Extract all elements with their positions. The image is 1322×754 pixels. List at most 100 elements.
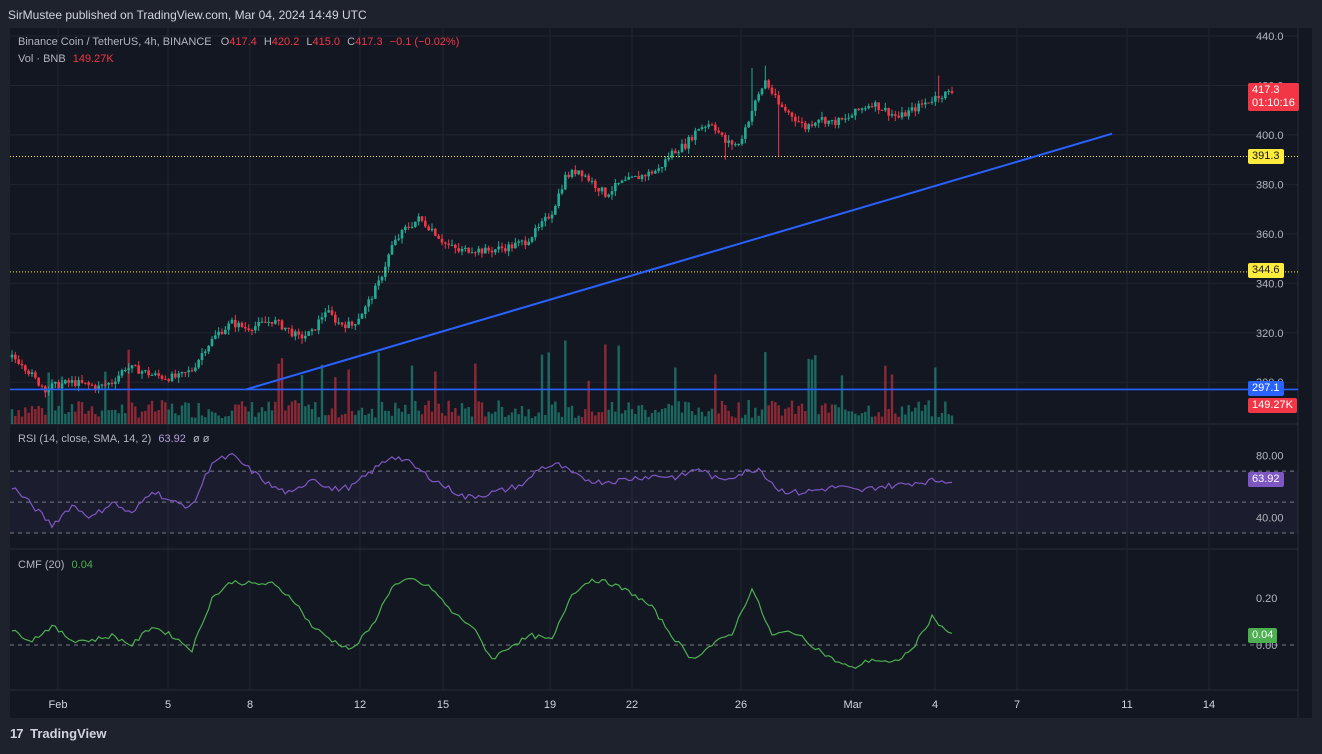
- volume-bar: [860, 413, 864, 424]
- volume-bar: [720, 400, 724, 424]
- volume-bar: [794, 413, 797, 424]
- candle-body: [337, 322, 340, 324]
- volume-bar: [714, 374, 717, 424]
- candle-body: [120, 370, 124, 376]
- candle-body: [704, 126, 707, 128]
- volume-bar: [477, 401, 480, 424]
- candle-body: [864, 108, 867, 110]
- candle-body: [17, 359, 20, 365]
- volume-bar: [80, 402, 84, 424]
- volume-bar: [137, 417, 140, 424]
- volume-bar: [624, 410, 627, 424]
- symbol-title[interactable]: Binance Coin / TetherUS, 4h, BINANCE: [18, 36, 212, 48]
- x-tick-label: 15: [437, 699, 449, 711]
- candle-body: [117, 375, 120, 382]
- candle-body: [150, 374, 154, 376]
- volume-bar: [657, 412, 660, 424]
- x-tick-label: 26: [735, 699, 747, 711]
- cmf-label[interactable]: CMF (20): [18, 559, 65, 571]
- candle-body: [777, 95, 780, 105]
- candle-body: [430, 228, 434, 231]
- candle-body: [610, 191, 614, 195]
- volume-bar: [677, 401, 680, 424]
- volume-bar: [924, 404, 927, 424]
- candle-body: [224, 329, 227, 335]
- cmf-legend: CMF (20) 0.04: [18, 559, 93, 571]
- volume-bar: [834, 404, 837, 424]
- volume-bar: [947, 414, 950, 424]
- volume-bar: [857, 415, 860, 424]
- candle-body: [834, 120, 837, 125]
- candle-body: [394, 239, 397, 245]
- volume-bar: [804, 411, 807, 424]
- volume-bar: [34, 409, 37, 424]
- candle-body: [660, 167, 664, 169]
- candle-body: [930, 101, 934, 103]
- volume-bar: [134, 406, 137, 424]
- candle-body: [577, 170, 580, 175]
- volume-bar: [737, 402, 740, 424]
- candle-body: [457, 248, 460, 252]
- rsi-label[interactable]: RSI (14, close, SMA, 14, 2): [18, 433, 152, 445]
- volume-bar: [630, 409, 634, 424]
- volume-bar: [370, 408, 374, 424]
- volume-bar: [27, 412, 30, 424]
- volume-bar: [650, 412, 654, 424]
- candle-body: [837, 117, 840, 125]
- volume-bar: [257, 412, 260, 424]
- volume-bar: [524, 416, 527, 424]
- volume-bar: [897, 416, 900, 424]
- volume-bar: [454, 407, 457, 424]
- volume-bar: [504, 417, 507, 424]
- candle-body: [794, 116, 797, 122]
- volume-bar: [780, 415, 784, 424]
- candle-body: [134, 365, 137, 367]
- candle-body: [450, 244, 454, 246]
- volume-bar: [207, 409, 210, 424]
- candle-body: [727, 140, 730, 143]
- candle-body: [250, 330, 254, 332]
- volume-bar: [777, 405, 780, 424]
- volume-bar: [297, 403, 300, 424]
- candle-body: [917, 103, 920, 112]
- candle-body: [820, 117, 824, 120]
- candle-body: [197, 359, 200, 368]
- candle-body: [87, 382, 90, 385]
- volume-bar: [844, 409, 847, 424]
- candle-body: [600, 187, 604, 192]
- candle-body: [570, 169, 574, 178]
- candle-body: [620, 180, 624, 183]
- candle-body: [380, 276, 384, 281]
- chart-canvas[interactable]: 440.0420.0400.0380.0360.0340.0320.0300.0…: [10, 28, 1312, 718]
- candle-body: [20, 364, 24, 366]
- volume-bar: [164, 402, 167, 424]
- candle-body: [597, 188, 600, 192]
- volume-bar: [537, 412, 540, 424]
- candle-body: [764, 80, 767, 89]
- volume-bar: [120, 404, 124, 424]
- candle-body: [297, 331, 300, 335]
- chart-panel[interactable]: 440.0420.0400.0380.0360.0340.0320.0300.0…: [10, 28, 1312, 718]
- volume-bar: [620, 413, 624, 424]
- candle-body: [567, 174, 570, 178]
- candle-body: [137, 365, 140, 374]
- x-tick-label: 7: [1014, 699, 1020, 711]
- volume-bar: [64, 413, 67, 424]
- brand-label[interactable]: TradingView: [30, 726, 107, 741]
- volume-bar: [330, 408, 334, 424]
- candle-body: [304, 335, 307, 339]
- candle-body: [897, 115, 900, 118]
- cmf-value: 0.04: [71, 559, 93, 571]
- volume-bar: [927, 400, 930, 424]
- volume-bar: [854, 413, 857, 424]
- x-tick-label: Mar: [844, 699, 863, 711]
- volume-bar: [420, 414, 424, 424]
- volume-bar: [774, 402, 777, 424]
- candle-body: [670, 150, 674, 158]
- candle-body: [644, 175, 647, 177]
- candle-body: [774, 93, 777, 96]
- volume-bar: [767, 405, 770, 424]
- cmf-line: [11, 577, 953, 669]
- volume-label[interactable]: Vol · BNB: [18, 53, 66, 65]
- volume-bar: [380, 401, 384, 424]
